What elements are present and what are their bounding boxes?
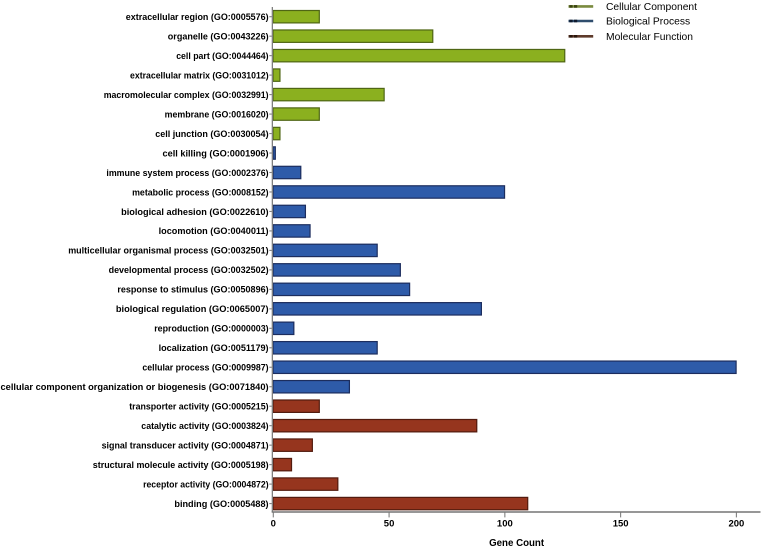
svg-text:cellular process (GO:0009987): cellular process (GO:0009987): [142, 363, 268, 373]
svg-text:Cellular Component: Cellular Component: [606, 2, 697, 13]
svg-text:100: 100: [497, 518, 513, 529]
svg-text:cell killing (GO:0001906): cell killing (GO:0001906): [163, 148, 269, 158]
svg-text:extracellular region (GO:00055: extracellular region (GO:0005576): [126, 12, 269, 22]
svg-text:50: 50: [384, 518, 395, 529]
svg-text:cell junction (GO:0030054): cell junction (GO:0030054): [155, 129, 268, 139]
svg-text:metabolic process (GO:0008152): metabolic process (GO:0008152): [132, 187, 269, 197]
svg-text:0: 0: [271, 518, 276, 529]
svg-text:signal transducer activity (GO: signal transducer activity (GO:0004871): [102, 440, 269, 450]
svg-text:reproduction (GO:0000003): reproduction (GO:0000003): [154, 324, 268, 334]
svg-text:200: 200: [728, 518, 744, 529]
svg-text:organelle (GO:0043226): organelle (GO:0043226): [168, 31, 269, 41]
svg-text:developmental process (GO:0032: developmental process (GO:0032502): [109, 265, 269, 275]
svg-text:multicellular organismal proce: multicellular organismal process (GO:003…: [68, 246, 268, 256]
svg-text:biological adhesion (GO:002261: biological adhesion (GO:0022610): [121, 207, 269, 217]
svg-text:immune system process (GO:0002: immune system process (GO:0002376): [106, 168, 268, 178]
svg-text:macromolecular complex (GO:003: macromolecular complex (GO:0032991): [104, 90, 269, 100]
svg-text:locomotion (GO:0040011): locomotion (GO:0040011): [159, 226, 269, 236]
svg-text:Gene Count: Gene Count: [489, 537, 544, 549]
svg-text:transporter activity (GO:00052: transporter activity (GO:0005215): [129, 402, 268, 412]
svg-text:structural molecule activity (: structural molecule activity (GO:0005198…: [93, 460, 269, 470]
svg-text:150: 150: [613, 518, 629, 529]
svg-text:localization (GO:0051179): localization (GO:0051179): [159, 343, 269, 353]
svg-text:receptor activity (GO:0004872): receptor activity (GO:0004872): [143, 479, 269, 489]
svg-text:biological regulation (GO:0065: biological regulation (GO:0065007): [116, 304, 269, 314]
svg-text:membrane (GO:0016020): membrane (GO:0016020): [165, 109, 269, 119]
svg-text:Molecular Function: Molecular Function: [606, 32, 693, 43]
svg-text:extracellular matrix (GO:00310: extracellular matrix (GO:0031012): [130, 70, 269, 80]
svg-text:catalytic activity (GO:0003824: catalytic activity (GO:0003824): [141, 421, 268, 431]
svg-text:cellular component organizatio: cellular component organization or bioge…: [1, 382, 269, 392]
svg-text:Biological Process: Biological Process: [606, 17, 690, 28]
svg-text:response to stimulus (GO:00508: response to stimulus (GO:0050896): [117, 285, 268, 295]
svg-text:cell part (GO:0044464): cell part (GO:0044464): [176, 51, 268, 61]
svg-text:binding (GO:0005488): binding (GO:0005488): [174, 499, 268, 509]
